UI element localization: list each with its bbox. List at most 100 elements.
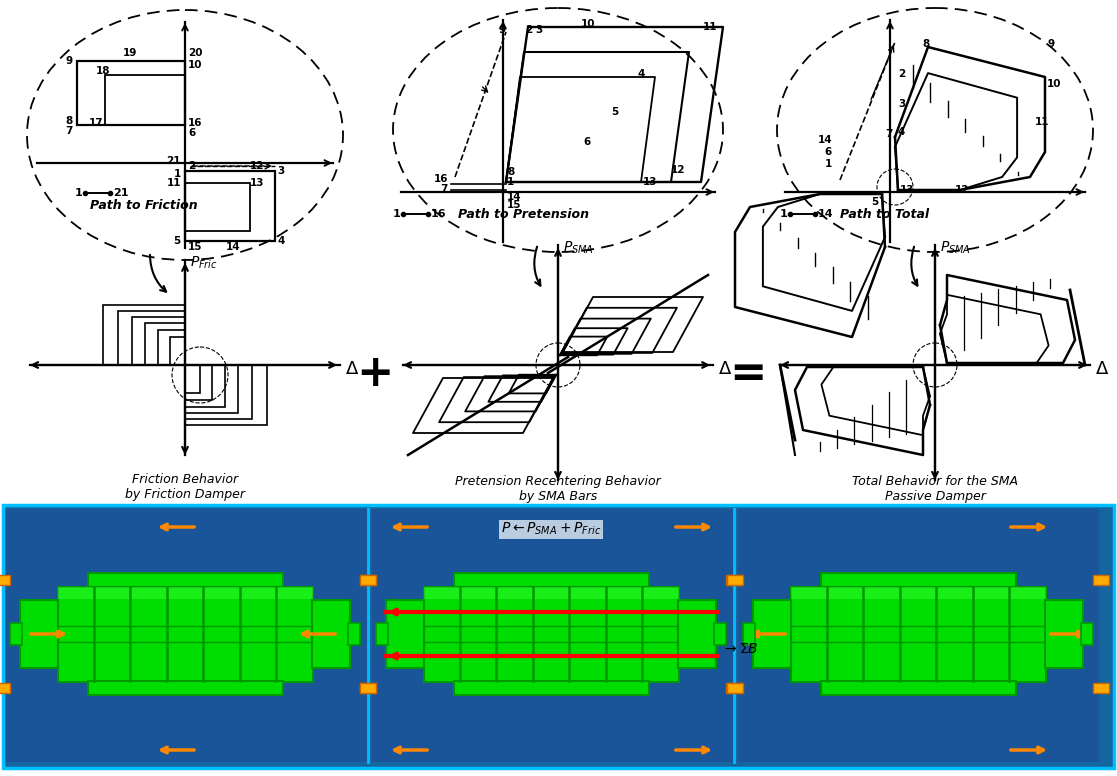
Text: 14: 14 bbox=[818, 135, 832, 145]
Text: Path to Friction: Path to Friction bbox=[90, 199, 198, 212]
Bar bbox=[360, 575, 376, 585]
Text: 5: 5 bbox=[611, 107, 618, 117]
Text: 6: 6 bbox=[583, 137, 590, 147]
Text: 20: 20 bbox=[188, 48, 202, 58]
Bar bbox=[185, 183, 250, 231]
Text: 6: 6 bbox=[188, 128, 195, 138]
Bar bbox=[88, 681, 283, 695]
Text: 13: 13 bbox=[250, 178, 265, 188]
Bar bbox=[454, 573, 649, 587]
Text: 8: 8 bbox=[507, 167, 514, 177]
Text: 1: 1 bbox=[174, 169, 181, 179]
Text: 8: 8 bbox=[66, 116, 73, 126]
Bar bbox=[821, 573, 1016, 587]
Text: 9: 9 bbox=[499, 25, 506, 35]
Text: 16: 16 bbox=[188, 118, 202, 128]
Text: 11: 11 bbox=[1035, 117, 1050, 127]
Text: +: + bbox=[356, 352, 393, 394]
Bar bbox=[372, 509, 733, 762]
Bar bbox=[424, 587, 679, 682]
Bar bbox=[454, 681, 649, 695]
Bar bbox=[77, 61, 185, 125]
Text: Pretension Recentering Behavior
by SMA Bars: Pretension Recentering Behavior by SMA B… bbox=[455, 475, 661, 503]
Bar bbox=[360, 575, 376, 585]
Bar bbox=[132, 317, 185, 365]
Text: 7: 7 bbox=[886, 129, 892, 139]
Bar bbox=[185, 365, 225, 407]
Bar bbox=[58, 587, 313, 682]
Bar bbox=[312, 600, 350, 668]
Bar bbox=[0, 575, 10, 585]
Text: 13: 13 bbox=[643, 177, 658, 187]
Bar bbox=[791, 587, 1046, 599]
Text: 16: 16 bbox=[433, 174, 448, 184]
Text: 1: 1 bbox=[392, 209, 400, 219]
Text: 1: 1 bbox=[74, 188, 82, 198]
Text: $P \leftarrow P_{SMA}+P_{Fric}$: $P \leftarrow P_{SMA}+P_{Fric}$ bbox=[500, 521, 601, 538]
Text: 5: 5 bbox=[173, 236, 180, 246]
Text: Total Behavior for the SMA
Passive Damper: Total Behavior for the SMA Passive Dampe… bbox=[852, 475, 1018, 503]
Text: 2: 2 bbox=[898, 69, 905, 79]
Bar bbox=[727, 683, 743, 693]
Text: 8: 8 bbox=[923, 39, 929, 49]
Text: 7: 7 bbox=[66, 126, 73, 136]
Bar bbox=[1094, 575, 1109, 585]
Text: Path to Pretension: Path to Pretension bbox=[458, 207, 589, 220]
Bar bbox=[88, 573, 283, 587]
Text: 19: 19 bbox=[123, 48, 137, 58]
Bar bbox=[791, 587, 1046, 682]
Text: 10: 10 bbox=[1047, 79, 1061, 89]
Text: 21: 21 bbox=[166, 156, 181, 166]
Text: 21: 21 bbox=[113, 188, 128, 198]
Text: Path to Total: Path to Total bbox=[840, 207, 929, 220]
Bar bbox=[103, 305, 185, 365]
Text: 10: 10 bbox=[581, 19, 595, 29]
Bar bbox=[386, 600, 424, 668]
Bar bbox=[170, 337, 185, 365]
Text: 1: 1 bbox=[824, 159, 832, 169]
Text: 14: 14 bbox=[818, 209, 833, 219]
Text: 5: 5 bbox=[871, 197, 879, 207]
Text: $\Delta$: $\Delta$ bbox=[718, 360, 732, 378]
Text: 14: 14 bbox=[226, 242, 240, 252]
Bar bbox=[10, 623, 22, 645]
Bar bbox=[185, 365, 252, 419]
Text: 2: 2 bbox=[525, 25, 532, 35]
Bar bbox=[753, 600, 791, 668]
Bar bbox=[185, 365, 212, 400]
Text: 11: 11 bbox=[703, 22, 717, 32]
Text: 1: 1 bbox=[507, 177, 514, 187]
Bar bbox=[360, 683, 376, 693]
Bar bbox=[0, 683, 10, 693]
Text: 13: 13 bbox=[900, 185, 915, 195]
Bar bbox=[1094, 683, 1109, 693]
Bar bbox=[145, 323, 185, 365]
Bar bbox=[360, 683, 376, 693]
Text: 12: 12 bbox=[250, 161, 265, 171]
Text: 9: 9 bbox=[1047, 39, 1054, 49]
Text: 6: 6 bbox=[824, 147, 832, 157]
Bar bbox=[714, 623, 726, 645]
Bar bbox=[3, 505, 1114, 768]
Text: 15: 15 bbox=[188, 242, 202, 252]
Text: 3: 3 bbox=[277, 166, 284, 176]
Text: $\rightarrow\Sigma B$: $\rightarrow\Sigma B$ bbox=[722, 642, 758, 656]
Text: $\Delta$: $\Delta$ bbox=[1095, 360, 1109, 378]
Bar bbox=[20, 600, 58, 668]
Bar bbox=[726, 575, 742, 585]
Text: 12: 12 bbox=[955, 185, 970, 195]
Text: 4: 4 bbox=[277, 236, 285, 246]
Text: 18: 18 bbox=[96, 66, 111, 76]
Bar bbox=[376, 623, 388, 645]
Text: 16: 16 bbox=[431, 209, 447, 219]
Bar bbox=[6, 509, 367, 762]
Bar bbox=[1081, 623, 1094, 645]
Bar bbox=[105, 75, 185, 125]
Text: 12: 12 bbox=[671, 165, 686, 175]
Bar bbox=[349, 623, 360, 645]
Text: 3: 3 bbox=[535, 25, 542, 35]
Text: 17: 17 bbox=[88, 118, 103, 128]
Text: 1: 1 bbox=[780, 209, 787, 219]
Bar bbox=[118, 311, 185, 365]
Text: 9: 9 bbox=[66, 56, 73, 66]
